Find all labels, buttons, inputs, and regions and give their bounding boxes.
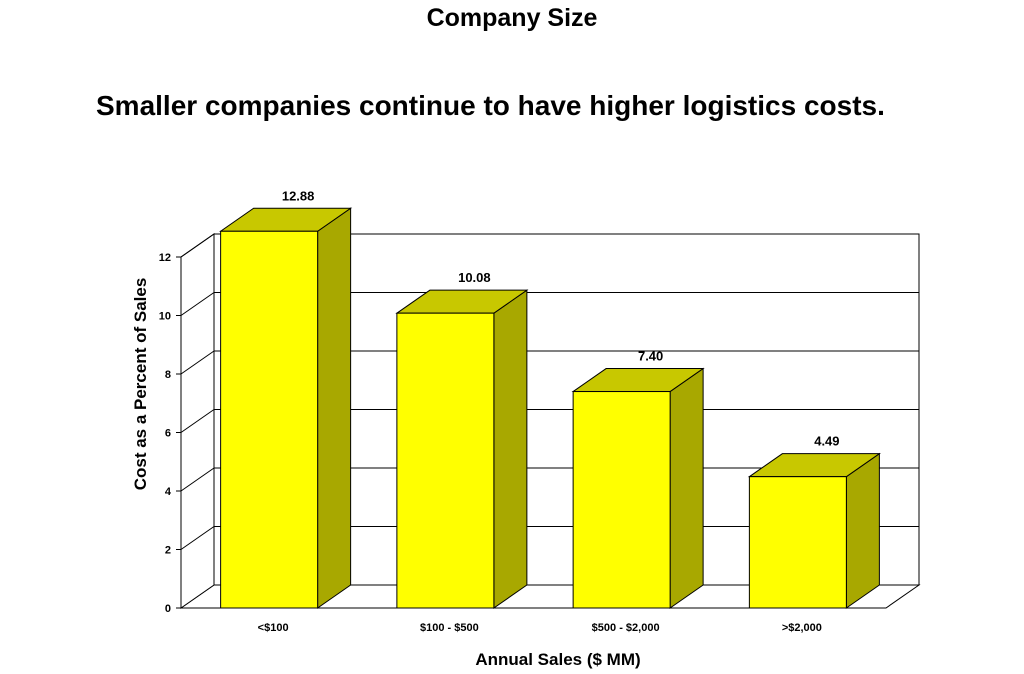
gridline-side <box>180 292 215 316</box>
gridline-side <box>180 526 215 550</box>
y-tick-label: 2 <box>165 545 171 557</box>
gridline-side <box>180 467 215 492</box>
gridline-side <box>180 409 215 433</box>
gridline-side <box>180 350 215 375</box>
data-label: 12.88 <box>282 188 315 203</box>
bar-side <box>669 367 704 609</box>
y-tick-label: 12 <box>159 252 171 264</box>
page-title: Company Size <box>426 4 598 32</box>
x-axis-title: Annual Sales ($ MM) <box>475 650 640 669</box>
y-tick-label: 10 <box>159 311 171 323</box>
bar-side <box>845 452 880 609</box>
bar <box>396 312 495 609</box>
bar <box>572 391 671 609</box>
bar <box>220 230 319 609</box>
bar-side <box>493 289 528 609</box>
data-label: 7.40 <box>638 349 663 364</box>
x-tick-label: >$2,000 <box>782 622 822 634</box>
y-tick-label: 0 <box>165 603 171 615</box>
y-tick-label: 6 <box>165 428 171 440</box>
gridline-side <box>180 233 215 258</box>
bar-side <box>317 207 352 609</box>
data-label: 10.08 <box>458 270 491 285</box>
x-tick-label: $100 - $500 <box>420 622 479 634</box>
data-label: 4.49 <box>814 434 839 449</box>
x-tick-label: <$100 <box>258 622 289 634</box>
x-tick-label: $500 - $2,000 <box>592 622 660 634</box>
y-tick-label: 8 <box>165 369 171 381</box>
y-tick-label: 4 <box>165 486 172 498</box>
bar <box>748 476 847 609</box>
headline: Smaller companies continue to have highe… <box>96 90 885 121</box>
y-axis-title: Cost as a Percent of Sales <box>131 278 150 491</box>
